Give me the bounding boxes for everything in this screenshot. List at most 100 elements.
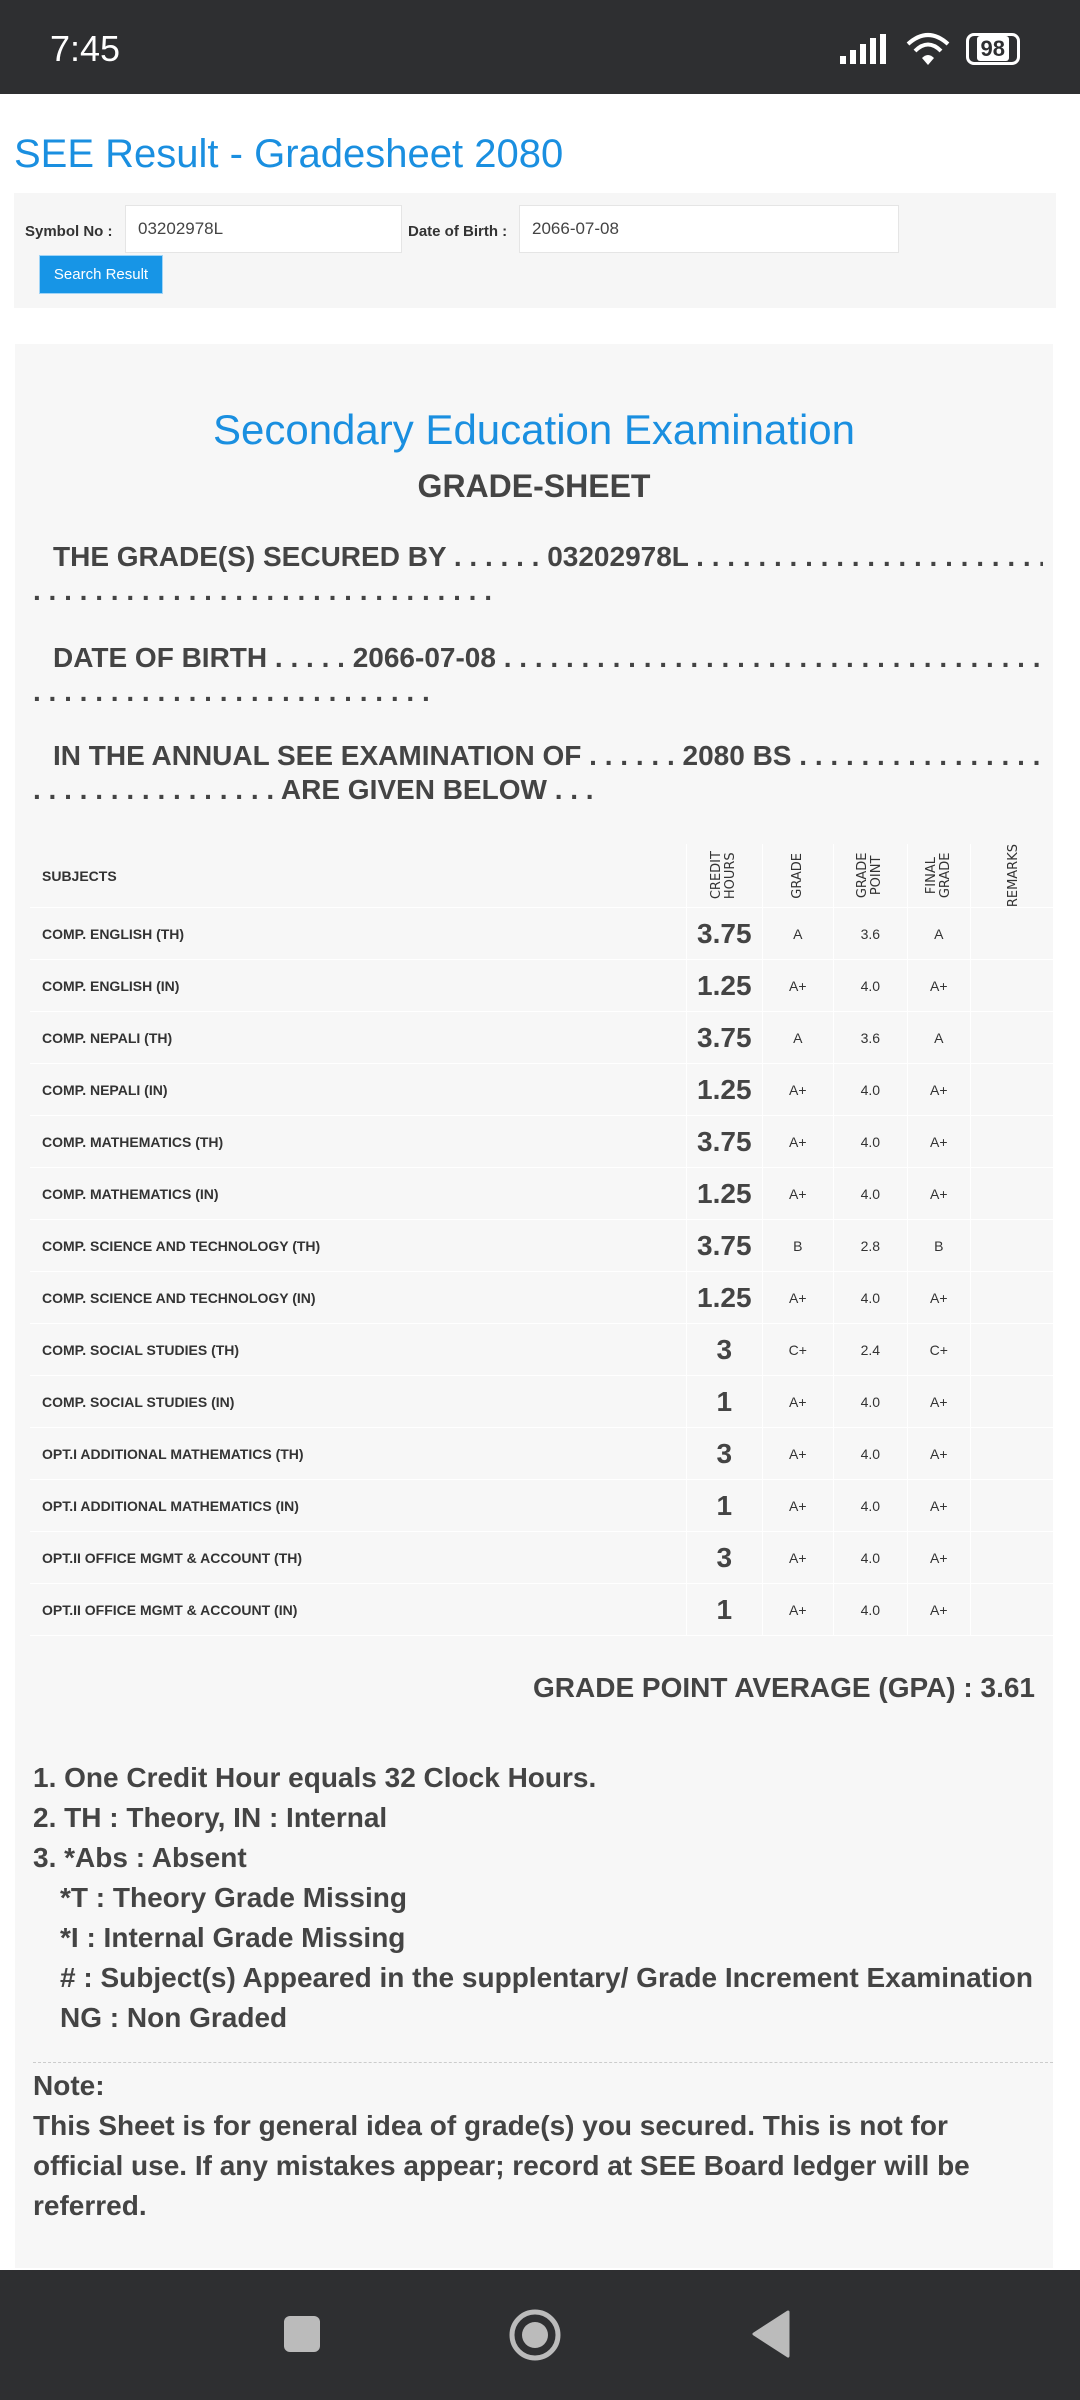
note-text: This Sheet is for general idea of grade(…	[33, 2110, 970, 2221]
grade-point: 4.0	[833, 1115, 908, 1169]
note-item: 3. *Abs : Absent	[33, 1842, 247, 1873]
dob-input[interactable]	[519, 205, 899, 253]
table-row: COMP. ENGLISH (TH) 3.75 A 3.6 A	[30, 907, 1059, 961]
grade: A+	[762, 1375, 834, 1429]
grade-point: 4.0	[833, 1583, 908, 1637]
column-header: FINAL GRADE	[907, 844, 971, 909]
grade-point: 4.0	[833, 1167, 908, 1221]
credit-hours: 1.25	[686, 1063, 763, 1117]
legend-notes: 1. One Credit Hour equals 32 Clock Hours…	[33, 1758, 1033, 2038]
grade-point: 4.0	[833, 959, 908, 1013]
remarks	[970, 1115, 1059, 1169]
search-result-button[interactable]: Search Result	[39, 255, 163, 294]
remarks	[970, 1167, 1059, 1221]
dob-line: DATE OF BIRTH . . . . . 2066-07-08 . . .…	[53, 642, 1043, 673]
remarks	[970, 1323, 1059, 1377]
final-grade: A+	[907, 959, 971, 1013]
final-grade: A+	[907, 1375, 971, 1429]
remarks	[970, 1011, 1059, 1065]
grade: A+	[762, 1063, 834, 1117]
column-header: CREDIT HOURS	[686, 844, 763, 909]
column-header-label: CREDIT HOURS	[709, 851, 739, 900]
note-item: # : Subject(s) Appeared in the supplenta…	[60, 1962, 1033, 1993]
column-header-label: GRADE POINT	[855, 852, 885, 899]
credit-hours: 1	[686, 1479, 763, 1533]
exam-line-cont: . . . . . . . . . . . . . . . . ARE GIVE…	[33, 774, 594, 805]
final-grade: A+	[907, 1063, 971, 1117]
note-item: NG : Non Graded	[60, 2002, 288, 2033]
final-grade: A+	[907, 1479, 971, 1533]
final-grade: A	[907, 1011, 971, 1065]
remarks	[970, 1271, 1059, 1325]
column-header: SUBJECTS	[30, 844, 687, 909]
status-bar: 7:45 98	[0, 0, 1080, 94]
dob-line-cont: . . . . . . . . . . . . . . . . . . . . …	[33, 676, 430, 707]
dob-label: Date of Birth :	[408, 223, 508, 240]
grade: A	[762, 907, 834, 961]
remarks	[970, 959, 1059, 1013]
grade: A+	[762, 1167, 834, 1221]
grade-point: 4.0	[833, 1427, 908, 1481]
subject: COMP. SOCIAL STUDIES (TH)	[30, 1323, 687, 1377]
table-row: OPT.I ADDITIONAL MATHEMATICS (IN) 1 A+ 4.0 A…	[30, 1479, 1059, 1533]
column-header: GRADE	[762, 844, 834, 909]
credit-hours: 3.75	[686, 1115, 763, 1169]
home-button[interactable]	[508, 2308, 562, 2362]
table-row: COMP. SCIENCE AND TECHNOLOGY (IN) 1.25 A+ 4…	[30, 1271, 1059, 1325]
remarks	[970, 1063, 1059, 1117]
navigation-bar	[0, 2270, 1080, 2400]
grade-point: 4.0	[833, 1271, 908, 1325]
table-row: COMP. MATHEMATICS (TH) 3.75 A+ 4.0 A+	[30, 1115, 1059, 1169]
subject: COMP. ENGLISH (TH)	[30, 907, 687, 961]
search-form: Symbol No : Date of Birth : Search Resul…	[14, 193, 1056, 308]
grade: A+	[762, 1427, 834, 1481]
grade-sheet: Secondary Education Examination GRADE-SH…	[15, 344, 1059, 2268]
final-grade: A+	[907, 1531, 971, 1585]
subject: COMP. MATHEMATICS (IN)	[30, 1167, 687, 1221]
column-header: GRADE POINT	[833, 844, 908, 909]
signal-icon	[839, 34, 886, 64]
wifi-icon	[906, 33, 949, 65]
note-item: *I : Internal Grade Missing	[60, 1922, 406, 1953]
clock: 7:45	[50, 28, 121, 69]
final-grade: A+	[907, 1427, 971, 1481]
table-row: OPT.II OFFICE MGMT & ACCOUNT (IN) 1 A+ 4.0 A…	[30, 1583, 1059, 1637]
secured-by-line-cont: . . . . . . . . . . . . . . . . . . . . …	[33, 575, 492, 606]
back-button[interactable]	[750, 2310, 792, 2358]
symbol-input[interactable]	[125, 205, 402, 253]
final-grade: A+	[907, 1115, 971, 1169]
table-row: COMP. SOCIAL STUDIES (IN) 1 A+ 4.0 A+	[30, 1375, 1059, 1429]
grade-point: 2.4	[833, 1323, 908, 1377]
page-title: SEE Result - Gradesheet 2080	[14, 132, 564, 176]
note-title: Note:	[33, 2070, 105, 2101]
subject: OPT.II OFFICE MGMT & ACCOUNT (TH)	[30, 1531, 687, 1585]
recents-button[interactable]	[282, 2314, 322, 2354]
table-row: OPT.II OFFICE MGMT & ACCOUNT (TH) 3 A+ 4.0 A…	[30, 1531, 1059, 1585]
note-item: *T : Theory Grade Missing	[60, 1882, 407, 1913]
grade: A+	[762, 1583, 834, 1637]
note-item: 1. One Credit Hour equals 32 Clock Hours…	[33, 1762, 597, 1793]
credit-hours: 3	[686, 1323, 763, 1377]
final-grade: A+	[907, 1271, 971, 1325]
credit-hours: 3.75	[686, 1011, 763, 1065]
grade: A+	[762, 1531, 834, 1585]
final-grade: C+	[907, 1323, 971, 1377]
subject: COMP. SCIENCE AND TECHNOLOGY (IN)	[30, 1271, 687, 1325]
grade-point: 2.8	[833, 1219, 908, 1273]
table-row: COMP. SCIENCE AND TECHNOLOGY (TH) 3.75 B 2.…	[30, 1219, 1059, 1273]
grade: A+	[762, 1271, 834, 1325]
remarks	[970, 1427, 1059, 1481]
final-grade: A	[907, 907, 971, 961]
grade-point: 4.0	[833, 1063, 908, 1117]
final-grade: B	[907, 1219, 971, 1273]
subject: COMP. SOCIAL STUDIES (IN)	[30, 1375, 687, 1429]
remarks	[970, 907, 1059, 961]
grade: A+	[762, 959, 834, 1013]
grade-point: 4.0	[833, 1531, 908, 1585]
battery-icon: 98	[965, 33, 1020, 65]
credit-hours: 1.25	[686, 959, 763, 1013]
column-header: REMARKS	[970, 844, 1059, 909]
column-header-label: GRADE	[789, 852, 805, 899]
subject: OPT.II OFFICE MGMT & ACCOUNT (IN)	[30, 1583, 687, 1637]
remarks	[970, 1479, 1059, 1533]
